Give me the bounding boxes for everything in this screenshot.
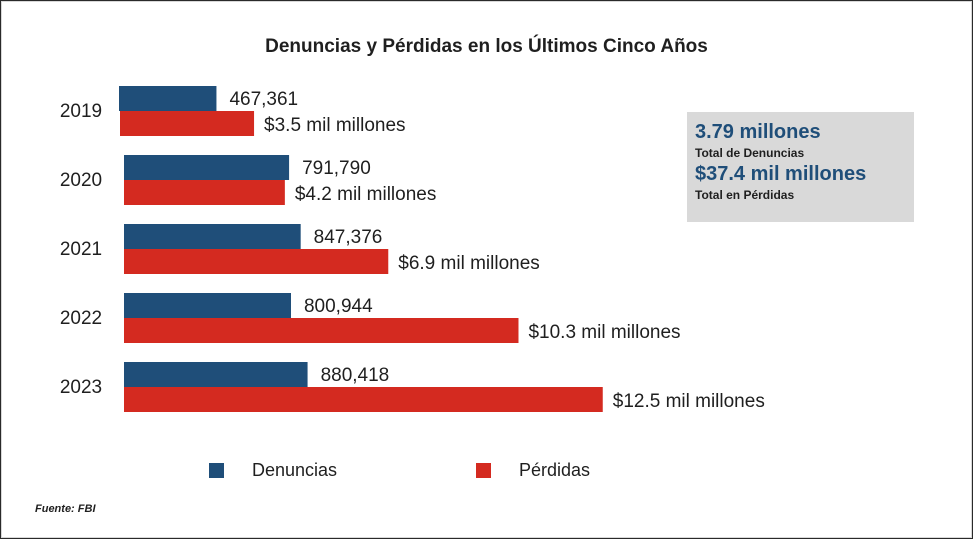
bar-perdidas-2019 bbox=[120, 111, 255, 136]
total-complaints-label: Total de Denuncias bbox=[695, 146, 805, 160]
bar-denuncias-2020 bbox=[124, 155, 290, 180]
legend-perdidas-swatch bbox=[476, 463, 491, 478]
total-complaints-value: 3.79 millones bbox=[695, 121, 821, 143]
total-losses-label: Total en Pérdidas bbox=[695, 188, 795, 202]
legend-denuncias: Denuncias bbox=[209, 460, 337, 481]
year-label-2019: 2019 bbox=[60, 101, 102, 122]
label-perdidas-2023: $12.5 mil millones bbox=[613, 391, 765, 412]
label-perdidas-2022: $10.3 mil millones bbox=[528, 322, 680, 343]
bar-denuncias-2022 bbox=[124, 293, 291, 318]
source-note: Fuente: FBI bbox=[35, 503, 96, 515]
legend-denuncias-swatch bbox=[209, 463, 224, 478]
label-perdidas-2021: $6.9 mil millones bbox=[398, 253, 540, 274]
bar-denuncias-2021 bbox=[124, 224, 301, 249]
year-label-2020: 2020 bbox=[60, 170, 102, 191]
chart-title: Denuncias y Pérdidas en los Últimos Cinc… bbox=[265, 36, 708, 57]
label-denuncias-2022: 800,944 bbox=[304, 296, 373, 317]
total-losses-value: $37.4 mil millones bbox=[695, 163, 867, 185]
year-label-2022: 2022 bbox=[60, 308, 102, 329]
label-denuncias-2021: 847,376 bbox=[314, 227, 383, 248]
bar-perdidas-2022 bbox=[124, 318, 519, 343]
label-perdidas-2020: $4.2 mil millones bbox=[295, 184, 437, 205]
legend-perdidas: Pérdidas bbox=[476, 460, 590, 481]
bar-denuncias-2023 bbox=[124, 362, 308, 387]
year-label-2021: 2021 bbox=[60, 239, 102, 260]
label-denuncias-2019: 467,361 bbox=[229, 89, 298, 110]
label-denuncias-2020: 791,790 bbox=[302, 158, 371, 179]
label-denuncias-2023: 880,418 bbox=[321, 365, 390, 386]
bar-denuncias-2019 bbox=[119, 86, 217, 111]
legend-perdidas-label: Pérdidas bbox=[519, 460, 591, 480]
bar-perdidas-2021 bbox=[124, 249, 389, 274]
label-perdidas-2019: $3.5 mil millones bbox=[264, 115, 406, 136]
bar-perdidas-2020 bbox=[124, 180, 285, 205]
summary-box: 3.79 millones Total de Denuncias $37.4 m… bbox=[687, 112, 914, 222]
legend-denuncias-label: Denuncias bbox=[252, 460, 338, 480]
year-label-2023: 2023 bbox=[60, 377, 102, 398]
bar-perdidas-2023 bbox=[124, 387, 603, 412]
